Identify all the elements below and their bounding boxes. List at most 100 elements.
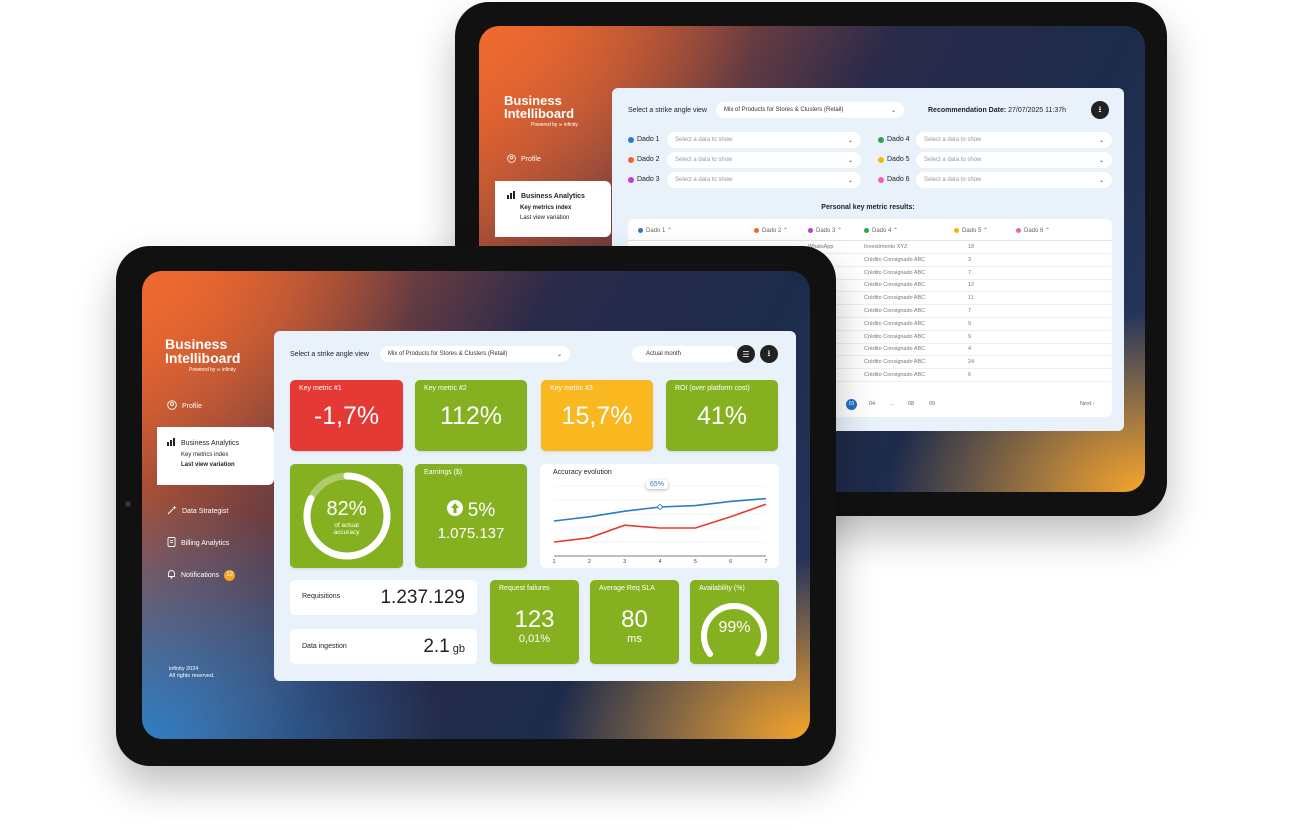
- selector-label-4: Dado 4: [878, 136, 910, 143]
- cell: Crédito Consignado ABC: [864, 346, 926, 353]
- chevron-down-icon: ⌄: [890, 107, 896, 114]
- table-row: Crédito Consignado ABC 6: [628, 369, 1112, 382]
- table-row: Crédito Consignado ABC 9: [628, 331, 1112, 344]
- table-row: Crédito Consignado ABC 7: [628, 305, 1112, 318]
- bar-chart-icon: [507, 191, 516, 201]
- kpi-card-4: ROI (over platform cost) 41%: [666, 380, 778, 451]
- sidebar-item-billing-analytics[interactable]: Billing Analytics: [167, 537, 229, 549]
- cell: Crédito Consignado ABC: [864, 372, 926, 378]
- sidebar-item-business-analytics[interactable]: Business Analytics Key metrics index Las…: [495, 181, 611, 237]
- download-button[interactable]: ⭳: [1091, 101, 1109, 119]
- filter-settings-button[interactable]: ☰: [737, 345, 755, 363]
- bar-chart-icon: [167, 438, 176, 448]
- cell: 3: [968, 256, 972, 263]
- table-row: Crédito Consignado ABC 12: [628, 279, 1112, 293]
- table-row: Crédito Consignado ABC 24: [628, 356, 1112, 370]
- selector-3[interactable]: Select a data to show ⌄: [667, 172, 861, 188]
- column-header[interactable]: Dado 6 ⌃: [1016, 227, 1050, 234]
- page-link[interactable]: 09: [929, 401, 936, 407]
- sidebar-item-data-strategist[interactable]: Data Strategist: [167, 505, 228, 517]
- recommendation-date: Recommendation Date: 27/07/2025 11:37h: [928, 107, 1067, 114]
- next-page-button[interactable]: Next ›: [1080, 401, 1095, 407]
- bell-icon: [167, 569, 176, 581]
- column-header[interactable]: Dado 2 ⌃: [754, 227, 788, 234]
- selector-label-1: Dado 1: [628, 136, 660, 143]
- chevron-down-icon: ⌄: [556, 351, 562, 358]
- accuracy-evolution-card: Accuracy evolution 1 2 3 4 5 6 7 65%: [540, 464, 779, 568]
- download-icon: ⭳: [767, 348, 771, 358]
- strike-angle-select[interactable]: Mix of Products for Stores & Clusters (R…: [380, 346, 570, 362]
- selector-1[interactable]: Select a data to show ⌄: [667, 132, 861, 148]
- powered-by: Powered by ∞ infinity: [189, 367, 236, 373]
- failures-value: 123: [514, 606, 555, 633]
- cell: Crédito Consignado ABC: [864, 295, 926, 302]
- failures-pct: 0,01%: [518, 633, 551, 645]
- x-tick-label: 4: [659, 559, 662, 565]
- cell: 7: [968, 269, 972, 276]
- ingestion-label: Data ingestion: [302, 643, 347, 650]
- download-icon: ⭳: [1098, 104, 1102, 114]
- column-header[interactable]: Dado 3 ⌃: [808, 227, 842, 234]
- column-header[interactable]: Dado 5 ⌃: [954, 227, 988, 234]
- cell: 11: [968, 295, 974, 302]
- sidebar-sub-key-metrics[interactable]: Key metrics index: [520, 205, 572, 211]
- sidebar-sub-last-view[interactable]: Last view variation: [520, 215, 570, 221]
- sidebar-item-business-analytics[interactable]: Business Analytics Key metrics index Las…: [157, 427, 274, 485]
- page-ellipsis: ...: [890, 401, 895, 407]
- earnings-change: 5%: [467, 500, 496, 521]
- highlighted-point[interactable]: [657, 504, 663, 510]
- x-tick-label: 7: [765, 559, 768, 565]
- table-row: Crédito Consignado ABC 9: [628, 318, 1112, 331]
- selector-5[interactable]: Select a data to show ⌄: [916, 152, 1112, 168]
- sidebar-item-profile[interactable]: Profile: [167, 400, 202, 412]
- requisitions-card: Requisitions 1.237.129: [290, 580, 477, 615]
- page-link[interactable]: 04: [869, 401, 876, 407]
- selector-6[interactable]: Select a data to show ⌄: [916, 172, 1112, 188]
- cell: 9: [968, 320, 972, 327]
- user-icon: [167, 400, 177, 412]
- series-line-1: [553, 497, 767, 522]
- request-failures-card: Request failures 123 0,01%: [490, 580, 579, 664]
- kpi-card-1: Key metric #1 -1,7%: [290, 380, 403, 451]
- table-row: Crédito Consignado ABC 3: [628, 254, 1112, 267]
- selector-label-3: Dado 3: [628, 176, 660, 183]
- sliders-icon: ☰: [742, 349, 750, 359]
- cell: Crédito Consignado ABC: [864, 333, 926, 340]
- accuracy-gauge: [303, 472, 391, 560]
- selector-2[interactable]: Select a data to show ⌄: [667, 152, 861, 168]
- arrow-up-icon: [446, 500, 463, 522]
- cell: 24: [968, 359, 975, 366]
- strike-angle-select[interactable]: Mix of Products for Stores & Clusters (R…: [716, 102, 904, 118]
- sidebar-item-profile[interactable]: Profile: [507, 154, 541, 165]
- filter-label: Select a strike angle view: [628, 107, 707, 114]
- cell: Investimento XYZ: [864, 244, 908, 250]
- availability-value: 99%: [718, 619, 751, 636]
- selector-4[interactable]: Select a data to show ⌄: [916, 132, 1112, 148]
- ingestion-value: 2.1 gb: [423, 636, 465, 657]
- column-header[interactable]: Dado 1 ⌃: [638, 227, 672, 234]
- cell: Crédito Consignado ABC: [864, 320, 926, 327]
- kpi-card-3: Key metric #3 15,7%: [541, 380, 653, 451]
- cell: 6: [968, 372, 972, 378]
- earnings-card: Earnings ($) 5% 1.075.137: [415, 464, 527, 568]
- sidebar-sub-last-view[interactable]: Last view variation: [181, 462, 235, 468]
- cell: 18: [968, 244, 975, 250]
- accuracy-value: 82%: [326, 498, 367, 520]
- table-row: Crédito Consignado ABC 11: [628, 292, 1112, 306]
- page-link[interactable]: 08: [908, 401, 915, 407]
- brand-logo: Business Intelliboard: [165, 336, 241, 366]
- column-header[interactable]: Dado 4 ⌃: [864, 227, 898, 234]
- sidebar-sub-key-metrics[interactable]: Key metrics index: [181, 452, 229, 458]
- page-current[interactable]: 03: [846, 399, 857, 410]
- selector-label-2: Dado 2: [628, 156, 660, 163]
- download-button[interactable]: ⭳: [760, 345, 778, 363]
- x-tick-label: 2: [588, 559, 591, 565]
- availability-card: Availability (%) 99%: [690, 580, 779, 664]
- cell: Crédito Consignado ABC: [864, 282, 926, 289]
- selector-label-5: Dado 5: [878, 156, 910, 163]
- ingestion-card: Data ingestion 2.1 gb: [290, 629, 477, 664]
- sla-card: Average Req SLA 80 ms: [590, 580, 679, 664]
- front-tablet: Business Intelliboard Powered by ∞ infini…: [116, 246, 836, 766]
- period-select[interactable]: Actual month: [632, 346, 738, 362]
- sidebar-item-notifications[interactable]: Notifications 12: [167, 569, 236, 581]
